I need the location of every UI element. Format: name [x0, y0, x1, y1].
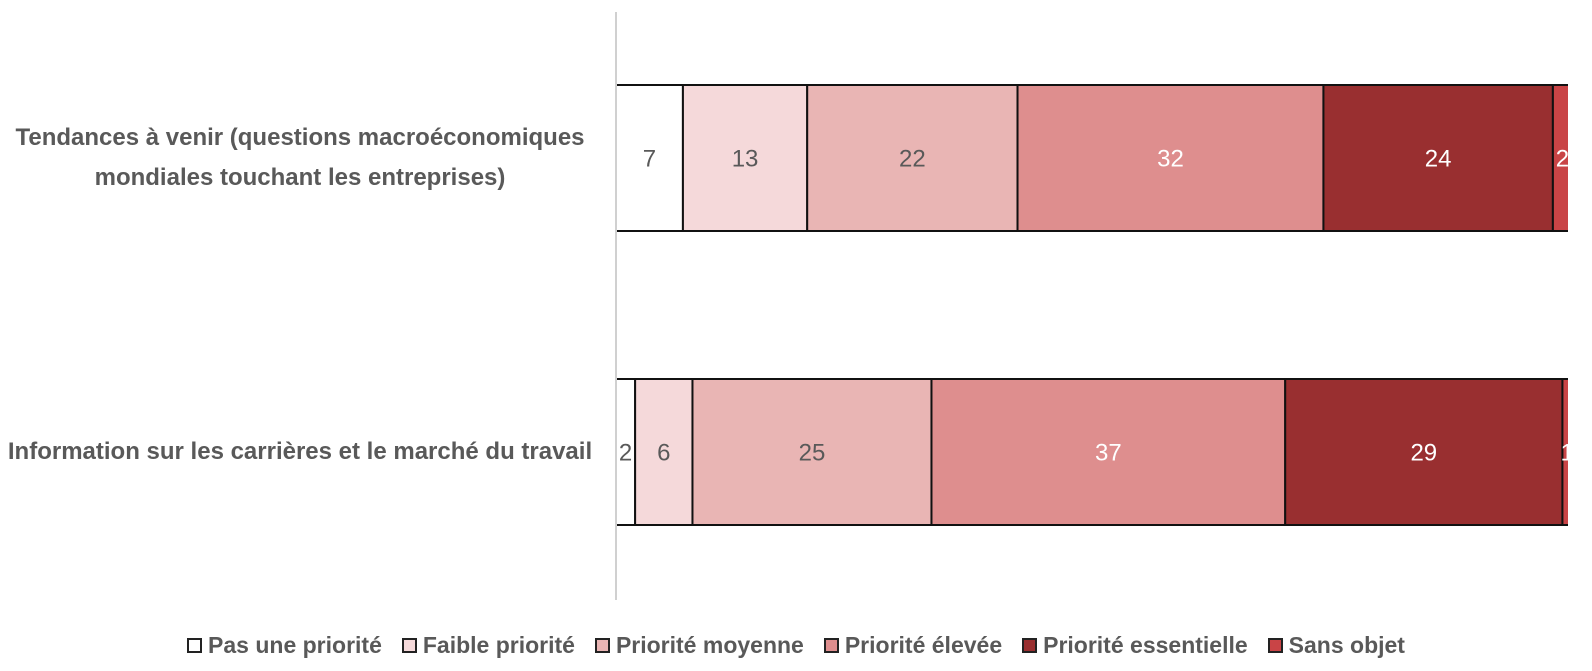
bar-segment: [681, 84, 809, 232]
legend-label: Priorité moyenne: [615, 632, 804, 658]
data-label: 29: [1410, 439, 1437, 466]
data-label: 7: [643, 145, 656, 172]
legend-item: Sans objet: [1267, 632, 1405, 659]
legend-label: Priorité élevée: [844, 632, 1003, 658]
data-label: 22: [899, 145, 926, 172]
category-label: Information sur les carrières et le marc…: [7, 438, 593, 465]
legend-item: Priorité moyenne: [594, 632, 804, 659]
legend-item: Priorité élevée: [823, 632, 1003, 659]
bar-segment: [615, 84, 684, 232]
bar-segment: [691, 378, 933, 526]
legend-label: Faible priorité: [422, 632, 575, 658]
legend-label: Priorité essentielle: [1043, 632, 1248, 658]
legend-item: Pas une priorité: [187, 632, 382, 659]
legend-item: Priorité essentielle: [1022, 632, 1248, 659]
category-label: Tendances à venir (questions macroéconom…: [15, 124, 585, 191]
data-label: 13: [732, 145, 759, 172]
bar-segment: [1561, 378, 1568, 526]
legend-swatch: [187, 638, 203, 653]
bar-segment: [806, 84, 1019, 232]
legend-label: Sans objet: [1288, 632, 1405, 658]
bar-segment: [1284, 378, 1564, 526]
legend: Pas une priorité Faible priorité Priorité …: [0, 632, 1592, 659]
data-label: 24: [1425, 145, 1452, 172]
legend-swatch: [823, 638, 839, 653]
bar-segment: [1016, 84, 1325, 232]
bar-segment: [930, 378, 1287, 526]
data-label: 2: [1556, 145, 1569, 172]
legend-swatch: [1267, 638, 1283, 653]
data-label: 2: [619, 439, 632, 466]
legend-label: Pas une priorité: [208, 632, 382, 658]
data-label: 32: [1157, 145, 1184, 172]
bar-segment: [634, 378, 694, 526]
bar-segment: [1322, 84, 1554, 232]
bar-segment: [1551, 84, 1568, 232]
legend-item: Faible priorité: [401, 632, 575, 659]
data-label: 37: [1095, 439, 1122, 466]
data-label: 25: [799, 439, 826, 466]
legend-swatch: [1022, 638, 1038, 653]
legend-swatch: [401, 638, 417, 653]
data-label: 1: [1561, 439, 1574, 466]
legend-swatch: [594, 638, 610, 653]
data-label: 6: [657, 439, 670, 466]
